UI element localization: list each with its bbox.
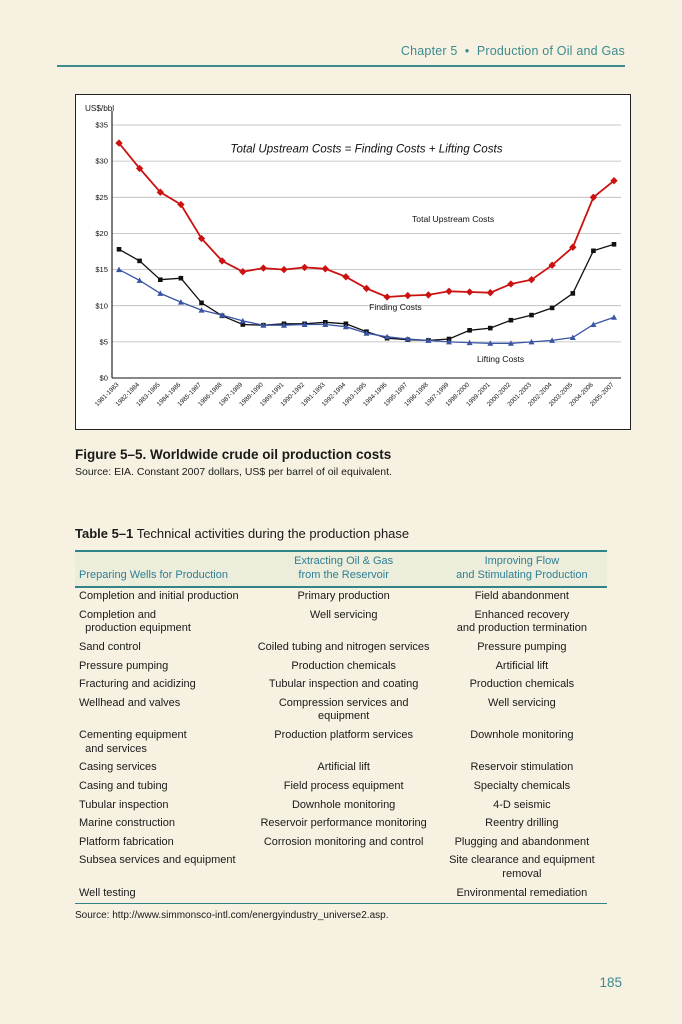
svg-text:$15: $15 [95,265,108,274]
table-cell: Tubular inspection and coating [268,678,419,691]
table-row: Fracturing and acidizing Tubular inspecti… [75,676,607,695]
table-title: Table 5–1 Technical activities during th… [75,526,607,541]
table-cell: Reentry drilling [485,817,559,830]
svg-text:$5: $5 [100,338,108,347]
table-row: Subsea services and equipment Site cleara… [75,852,607,884]
table-cell: Subsea services and equipment [79,854,236,867]
table-cell: Well testing [75,884,251,904]
table-header-row: Preparing Wells for Production Extracting… [75,550,607,588]
table-cell: Plugging and abandonment [454,835,590,848]
page-number: 185 [599,975,622,990]
table-cell: Artificial lift [495,659,549,672]
table-row: Wellhead and valves Compression services … [75,694,607,726]
table-cell: Wellhead and valves [79,696,181,709]
table-cell: Marine construction [79,817,175,830]
table-cell: Casing and tubing [79,779,168,792]
svg-text:$30: $30 [95,157,108,166]
table-cell [251,852,437,884]
table-cell: 4-D seismic [493,798,551,811]
svg-text:$10: $10 [95,301,108,310]
table-cell: Reservoir performance monitoring [260,817,427,830]
table-row: Sand control Coiled tubing and nitrogen s… [75,638,607,657]
table-row: Platform fabrication Corrosion monitoring… [75,833,607,852]
column-header: Extracting Oil & Gas from the Reservoir [250,550,437,588]
table-row: Completion and initial production Primary… [75,587,607,607]
table-row: Casing services Artificial lift Reservoir … [75,759,607,778]
column-header: Preparing Wells for Production [75,550,251,588]
table-cell: Platform fabrication [79,835,174,848]
table-cell: Environmental remediation [436,884,607,904]
svg-text:Lifting Costs: Lifting Costs [477,354,524,364]
table-cell [250,884,437,904]
table-cell: Well servicing [488,696,556,709]
header-rule [57,65,625,67]
table-cell: Production platform services [274,729,414,741]
table-cell: Downhole monitoring [470,729,574,741]
table-cell: Sand control [79,640,141,653]
svg-text:$35: $35 [95,121,108,130]
table-row: Cementing equipment and services Producti… [75,727,607,759]
svg-text:Total Upstream Costs: Total Upstream Costs [412,214,494,224]
table-cell: Field abandonment [474,590,569,602]
table-cell: Artificial lift [317,761,370,774]
table-title-label: Table 5–1 [75,526,134,541]
table-cell: Completion and initial production [79,590,239,602]
table-cell: Site clearance and equipment removal [449,854,595,880]
table-cell: Fracturing and acidizing [79,678,196,691]
table-cell: Pressure pumping [477,640,567,653]
table-row: Marine construction Reservoir performance… [75,815,607,834]
table-source: Source: http://www.simmonsco-intl.com/en… [75,909,389,921]
column-header: Improving Flow and Stimulating Productio… [436,550,607,588]
table-cell: Enhanced recovery and production termina… [456,608,587,635]
activities-table: Preparing Wells for Production Extracting… [75,550,607,904]
table-title-text: Technical activities during the producti… [136,526,410,541]
table-row: Tubular inspection Downhole monitoring 4-D… [75,796,607,815]
table-section: Table 5–1 Technical activities during th… [75,526,607,921]
chapter-header: Chapter 5 • Production of Oil and Gas [400,44,625,58]
table-cell: Primary production [297,590,390,602]
page-header: Chapter 5 • Production of Oil and Gas [57,44,625,67]
figure-caption: Figure 5–5. Worldwide crude oil producti… [75,447,392,462]
table-row: Pressure pumping Production chemicals Arti… [75,657,607,676]
table-cell: Tubular inspection [79,798,169,811]
production-costs-chart: $0$5$10$15$20$25$30$351981-19831982-1984… [85,104,621,408]
table-cell: Production chemicals [291,659,396,672]
svg-text:$25: $25 [95,193,108,202]
svg-text:Finding Costs: Finding Costs [369,302,422,312]
svg-text:Total Upstream Costs = Finding: Total Upstream Costs = Finding Costs + L… [230,143,502,156]
chart-box: $0 $5 $10 $15 $20 $25 $30 $35 1981-1983 1982-1984… [75,94,631,430]
svg-text:US$/bbl: US$/bbl [85,104,114,113]
table-row: Completion and production equipment Well … [75,606,607,638]
svg-text:$20: $20 [95,229,108,238]
figure-source: Source: EIA. Constant 2007 dollars, US$ … [75,466,392,478]
table-cell: Completion and production equipment [79,608,191,635]
table-cell: Reservoir stimulation [470,761,574,774]
table-cell: Casing services [79,761,157,774]
table-row: Well testing Environmental remediation [75,884,607,904]
svg-text:$0: $0 [100,374,108,383]
table-cell: Compression services and equipment [278,696,409,723]
table-cell: Corrosion monitoring and control [263,835,424,848]
table-cell: Well servicing [309,608,378,621]
table-cell: Pressure pumping [79,659,169,672]
table-row: Casing and tubing Field process equipment… [75,777,607,796]
table-cell: Downhole monitoring [291,798,396,811]
table-cell: Production chemicals [469,678,575,691]
figure-5-5: $0 $5 $10 $15 $20 $25 $30 $35 1981-1983 1982-1984… [75,94,631,478]
table-head: Preparing Wells for Production Extracting… [75,550,607,588]
table-cell: Specialty chemicals [473,779,571,792]
table-cell: Field process equipment [283,779,404,792]
figure-captions: Figure 5–5. Worldwide crude oil producti… [75,447,631,478]
table-cell: Cementing equipment and services [79,729,187,755]
table-cell: Coiled tubing and nitrogen services [257,640,430,653]
table-body: Completion and initial production Primary… [75,587,607,904]
